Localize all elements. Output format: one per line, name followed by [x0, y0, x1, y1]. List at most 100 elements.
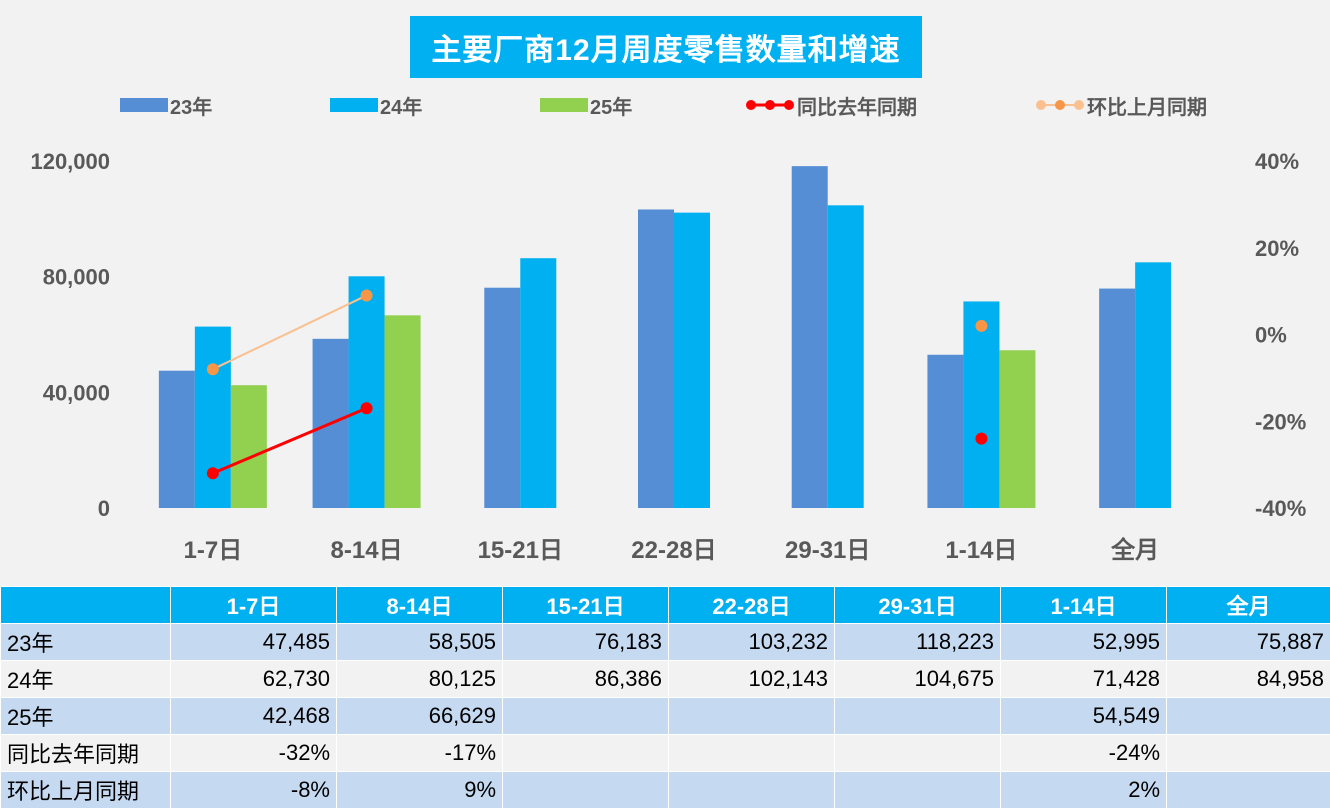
table-cell: 103,232 [668, 623, 835, 661]
table-cell [1166, 734, 1330, 772]
bar-25年 [999, 350, 1036, 508]
legend-swatch-25 [540, 98, 588, 112]
legend-item-yoy: 同比去年同期 [745, 92, 917, 119]
bar-24年 [674, 212, 710, 509]
y-right-tick-label: -20% [1255, 409, 1306, 434]
bar-23年 [791, 166, 828, 508]
x-tick-label: 1-7日 [184, 537, 243, 564]
legend-line-yoy [746, 100, 794, 110]
table-cell: -8% [170, 771, 337, 809]
y-left-tick-label: 120,000 [30, 149, 110, 174]
table-row: 24年 62,730 80,125 86,386 102,143 104,675… [0, 660, 1330, 698]
table-cell: 118,223 [834, 623, 1001, 661]
legend-swatch-24 [330, 98, 378, 112]
table-row-label: 环比上月同期 [0, 771, 171, 809]
table-header-cell: 8-14日 [336, 586, 503, 624]
table-cell: 42,468 [170, 697, 337, 735]
table-row: 环比上月同期 -8% 9% 2% [0, 771, 1330, 809]
table-row: 同比去年同期 -32% -17% -24% [0, 734, 1330, 772]
legend-item-23: 23年 [120, 92, 213, 119]
bar-25年 [384, 315, 421, 508]
table-cell: 86,386 [502, 660, 669, 698]
point-同比去年同期 [360, 402, 373, 415]
bar-23年 [1099, 288, 1136, 508]
point-环比上月同期 [360, 289, 373, 302]
y-left-tick-label: 80,000 [43, 265, 110, 290]
table-cell [668, 734, 835, 772]
table-cell [668, 771, 835, 809]
table-cell: 75,887 [1166, 623, 1330, 661]
bar-25年 [230, 385, 267, 508]
table-row-label: 同比去年同期 [0, 734, 171, 772]
x-tick-label: 29-31日 [785, 537, 870, 564]
y-right-tick-label: 0% [1255, 323, 1287, 348]
table-cell: 76,183 [502, 623, 669, 661]
table-row-label: 25年 [0, 697, 171, 735]
table-cell: -17% [336, 734, 503, 772]
table-cell: 71,428 [1000, 660, 1167, 698]
table-header-cell: 1-7日 [170, 586, 337, 624]
y-right-tick-label: 20% [1255, 236, 1299, 261]
table-cell [502, 734, 669, 772]
table-cell: 52,995 [1000, 623, 1167, 661]
chart-title: 主要厂商12月周度零售数量和增速 [410, 16, 922, 78]
legend-label-23: 23年 [170, 96, 213, 119]
table-cell [1166, 771, 1330, 809]
bar-23年 [927, 354, 964, 508]
x-tick-label: 全月 [1110, 536, 1159, 564]
table-header-cell: 29-31日 [834, 586, 1001, 624]
table-cell [834, 697, 1001, 735]
table-cell: 84,958 [1166, 660, 1330, 698]
legend-label-24: 24年 [380, 96, 423, 119]
y-left-tick-label: 40,000 [43, 380, 110, 405]
table-cell: 47,485 [170, 623, 337, 661]
x-tick-label: 8-14日 [331, 537, 403, 564]
legend-label-yoy: 同比去年同期 [797, 96, 917, 119]
table-header-cell: 15-21日 [502, 586, 669, 624]
table-cell [668, 697, 835, 735]
legend-item-25: 25年 [540, 92, 633, 119]
table-cell [1166, 697, 1330, 735]
point-同比去年同期 [975, 432, 988, 445]
table-cell: 2% [1000, 771, 1167, 809]
bar-23年 [158, 370, 195, 508]
table-header-cell: 22-28日 [668, 586, 835, 624]
y-left-tick-label: 0 [98, 496, 110, 521]
table-header-row: 1-7日 8-14日 15-21日 22-28日 29-31日 1-14日 全月 [0, 586, 1330, 624]
chart-plot: 0 40,000 80,000 120,000 -40% -20% 0% 20% 40% 1-7日… [30, 149, 1306, 564]
table-header-cell [0, 586, 171, 624]
bar-24年 [827, 205, 864, 508]
point-环比上月同期 [975, 319, 988, 332]
table-cell: 62,730 [170, 660, 337, 698]
table-cell: 9% [336, 771, 503, 809]
chart-area: 0 40,000 80,000 120,000 -40% -20% 0% 20% 40% 1-7日… [0, 0, 1330, 586]
table-cell: 66,629 [336, 697, 503, 735]
data-table: 1-7日 8-14日 15-21日 22-28日 29-31日 1-14日 全月… [0, 586, 1330, 809]
legend-label-25: 25年 [590, 96, 633, 119]
x-tick-label: 1-14日 [945, 537, 1017, 564]
table-cell: 102,143 [668, 660, 835, 698]
table-cell [502, 771, 669, 809]
table-row: 23年 47,485 58,505 76,183 103,232 118,223… [0, 623, 1330, 661]
legend-line-mom [1036, 100, 1084, 110]
table-cell: 58,505 [336, 623, 503, 661]
table-cell: -32% [170, 734, 337, 772]
x-tick-label: 15-21日 [478, 537, 563, 564]
bar-24年 [963, 301, 1000, 508]
table-cell: 54,549 [1000, 697, 1167, 735]
table-cell [502, 697, 669, 735]
y-right-tick-label: -40% [1255, 496, 1306, 521]
point-环比上月同期 [206, 363, 219, 376]
table-cell [834, 771, 1001, 809]
table-header-cell: 1-14日 [1000, 586, 1167, 624]
bar-23年 [484, 287, 521, 508]
bar-24年 [348, 276, 385, 508]
x-tick-label: 22-28日 [631, 537, 716, 564]
point-同比去年同期 [206, 467, 219, 480]
bar-23年 [638, 209, 674, 508]
table-row-label: 24年 [0, 660, 171, 698]
bar-24年 [520, 258, 557, 508]
line-segment-环比上月同期 [212, 294, 368, 371]
legend-label-mom: 环比上月同期 [1087, 96, 1207, 119]
line-segment-同比去年同期 [212, 406, 368, 475]
